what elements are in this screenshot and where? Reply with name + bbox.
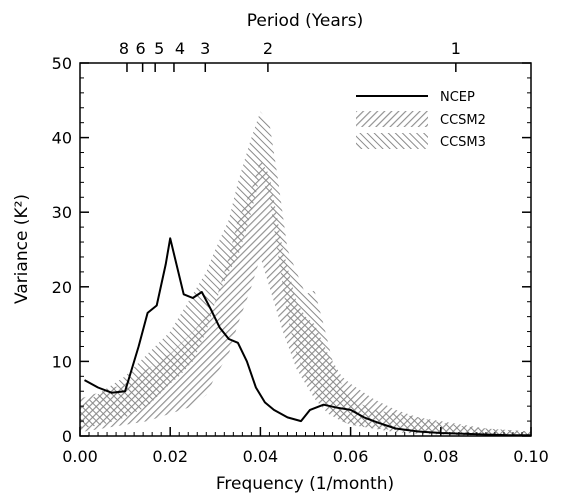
top-tick-label: 2: [263, 39, 273, 58]
top-tick-label: 5: [154, 39, 164, 58]
top-tick-label: 8: [119, 39, 129, 58]
legend: NCEP CCSM2 CCSM3: [356, 90, 486, 150]
bands-layer: [80, 111, 531, 436]
legend-label: CCSM3: [440, 135, 486, 150]
y-axis-title: Variance (K²): [12, 194, 32, 304]
x-tick-label: 0.02: [152, 447, 188, 466]
y-tick-label: 40: [52, 129, 72, 148]
x-tick-label: 0.08: [423, 447, 459, 466]
x-tick-label: 0.06: [333, 447, 369, 466]
top-axis-title: Period (Years): [247, 11, 364, 31]
top-tick-label: 3: [200, 39, 210, 58]
legend-swatch: [356, 133, 428, 149]
legend-label: CCSM2: [440, 113, 486, 128]
band-ccsm2: [80, 160, 531, 436]
legend-swatch: [356, 111, 428, 127]
top-tick-label: 1: [451, 39, 461, 58]
y-tick-label: 20: [52, 278, 72, 297]
line-ncep: [84, 237, 531, 436]
y-tick-label: 50: [52, 54, 72, 73]
y-tick-label: 10: [52, 352, 72, 371]
x-axis-title: Frequency (1/month): [216, 474, 394, 494]
top-tick-label: 6: [136, 39, 146, 58]
top-tick-label: 4: [175, 39, 185, 58]
x-tick-label: 0.04: [243, 447, 279, 466]
x-tick-label: 0.10: [513, 447, 549, 466]
legend-item-ccsm2: CCSM2: [356, 111, 486, 128]
legend-item-ncep: NCEP: [356, 90, 475, 105]
legend-item-ccsm3: CCSM3: [356, 133, 486, 150]
lines-layer: [84, 237, 531, 436]
y-tick-label: 30: [52, 203, 72, 222]
legend-label: NCEP: [440, 90, 475, 105]
x-tick-label: 0.00: [62, 447, 98, 466]
band-ccsm3: [80, 111, 531, 436]
y-tick-label: 0: [62, 427, 72, 446]
axes-layer: 0.00 0.02 0.04 0.06 0.08 0.10 0 10 20 30 40 50 8 6 5 4 3…: [52, 39, 549, 466]
